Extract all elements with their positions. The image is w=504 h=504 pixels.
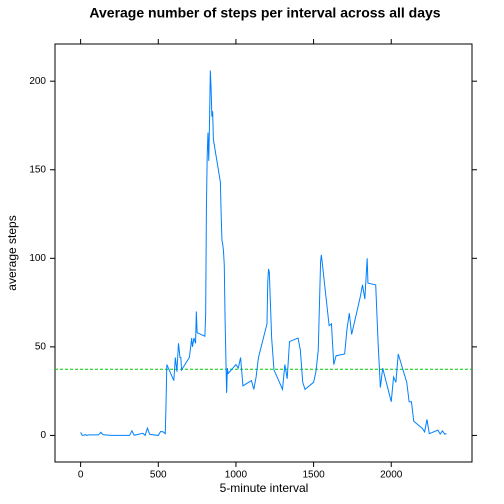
chart-title: Average number of steps per interval acr…	[89, 5, 440, 21]
x-tick-label: 1500	[302, 470, 325, 481]
y-tick-label: 50	[35, 342, 47, 353]
y-tick-label: 100	[29, 253, 46, 264]
y-axis-label: average steps	[5, 215, 19, 290]
x-tick-label: 2000	[380, 470, 403, 481]
y-tick-label: 200	[29, 76, 46, 87]
x-tick-label: 500	[150, 470, 167, 481]
x-tick-label: 1000	[225, 470, 248, 481]
y-tick-label: 150	[29, 164, 46, 175]
x-tick-label: 0	[78, 470, 84, 481]
y-tick-label: 0	[40, 430, 46, 441]
plot-frame	[54, 43, 473, 463]
data-line	[80, 70, 447, 437]
x-axis-label: 5-minute interval	[220, 481, 309, 495]
